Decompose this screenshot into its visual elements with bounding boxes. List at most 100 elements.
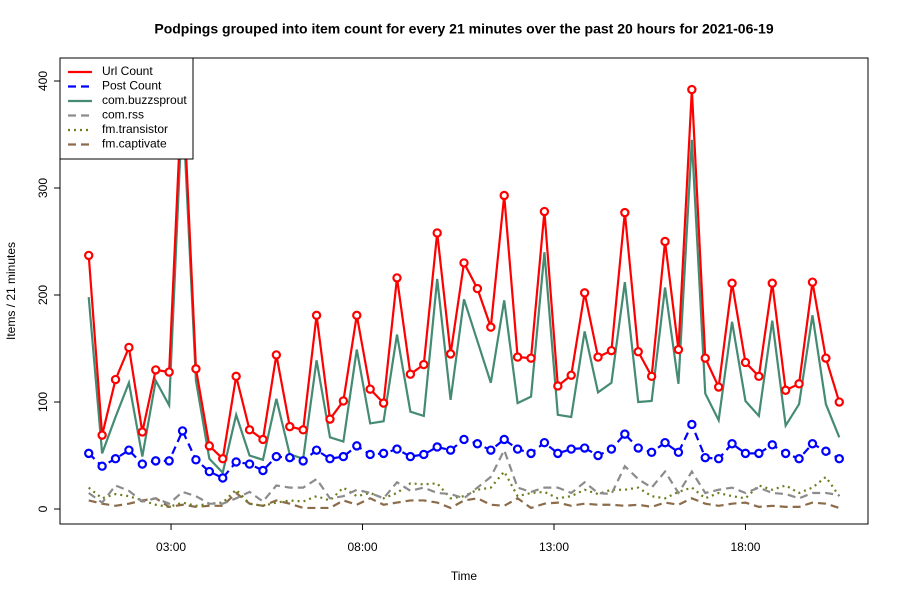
point: [151, 365, 161, 375]
series-line: [88, 491, 840, 510]
point: [97, 461, 107, 471]
point: [419, 449, 429, 460]
point: [231, 457, 241, 467]
series-line: [87, 77, 841, 461]
point: [164, 456, 174, 466]
point: [633, 443, 643, 453]
point: [754, 371, 764, 382]
point: [606, 345, 617, 356]
chart-title: Podpings grouped into item count for eve…: [154, 21, 773, 37]
series-line: [87, 102, 841, 475]
point: [807, 277, 818, 287]
y-tick-label: 100: [36, 392, 50, 412]
y-tick-label: 400: [36, 71, 50, 91]
point: [660, 236, 670, 247]
legend-label: fm.transistor: [102, 122, 168, 136]
point: [593, 352, 603, 362]
point: [137, 427, 148, 437]
point: [419, 359, 429, 370]
point: [352, 310, 362, 321]
point: [325, 454, 335, 464]
point: [780, 448, 791, 459]
point: [539, 437, 550, 448]
point: [218, 454, 228, 464]
point: [727, 278, 737, 288]
point: [620, 429, 630, 439]
point: [177, 426, 188, 436]
point: [405, 369, 416, 379]
point: [472, 439, 483, 449]
point: [673, 344, 684, 355]
series-line: [88, 447, 840, 505]
point: [794, 379, 804, 389]
x-tick-label: 03:00: [156, 540, 186, 554]
point: [352, 441, 362, 451]
y-axis-label: Items / 21 minutes: [4, 242, 18, 340]
point: [204, 441, 215, 451]
point: [311, 445, 322, 455]
point: [472, 283, 483, 294]
point: [553, 448, 563, 459]
legend-label: Post Count: [102, 79, 162, 93]
point: [338, 396, 349, 406]
point: [713, 454, 724, 464]
point: [204, 466, 215, 477]
point: [794, 454, 804, 464]
point: [526, 353, 536, 363]
point: [646, 447, 657, 458]
y-tick-label: 200: [36, 285, 50, 305]
point: [767, 440, 777, 450]
point: [499, 434, 509, 445]
point: [807, 439, 818, 449]
point: [84, 250, 94, 261]
point: [231, 371, 241, 382]
point: [84, 448, 94, 459]
point: [486, 322, 496, 332]
legend-label: com.buzzsprout: [102, 93, 187, 107]
point: [834, 397, 844, 407]
point: [191, 364, 201, 374]
point: [124, 445, 134, 455]
point: [512, 352, 523, 362]
point: [566, 444, 576, 454]
y-tick-label: 0: [36, 505, 50, 512]
point: [378, 448, 389, 459]
point: [244, 459, 255, 469]
point: [646, 371, 657, 382]
point: [499, 190, 509, 201]
point: [258, 465, 268, 476]
point: [512, 444, 523, 454]
point: [459, 258, 469, 268]
point: [271, 451, 282, 462]
point: [740, 448, 751, 459]
point: [392, 444, 402, 454]
x-tick-label: 13:00: [539, 540, 569, 554]
legend-label: Url Count: [102, 64, 153, 78]
point: [620, 207, 630, 218]
point: [740, 357, 751, 368]
point: [687, 84, 697, 95]
point: [821, 353, 831, 363]
point: [110, 454, 121, 464]
legend-box: [59, 57, 194, 160]
point: [445, 445, 456, 455]
point: [432, 442, 442, 452]
point: [593, 450, 603, 461]
point: [834, 454, 844, 464]
point: [365, 384, 375, 394]
point: [553, 381, 563, 391]
point: [432, 228, 442, 238]
point: [97, 430, 107, 440]
point: [137, 459, 148, 469]
x-tick-label: 08:00: [348, 540, 378, 554]
point: [606, 444, 617, 454]
legend-label: com.rss: [102, 108, 144, 122]
point: [727, 439, 737, 449]
point: [325, 414, 335, 424]
point: [673, 447, 684, 458]
point: [338, 451, 349, 462]
point: [821, 446, 831, 456]
point: [124, 342, 134, 353]
point: [110, 374, 121, 385]
